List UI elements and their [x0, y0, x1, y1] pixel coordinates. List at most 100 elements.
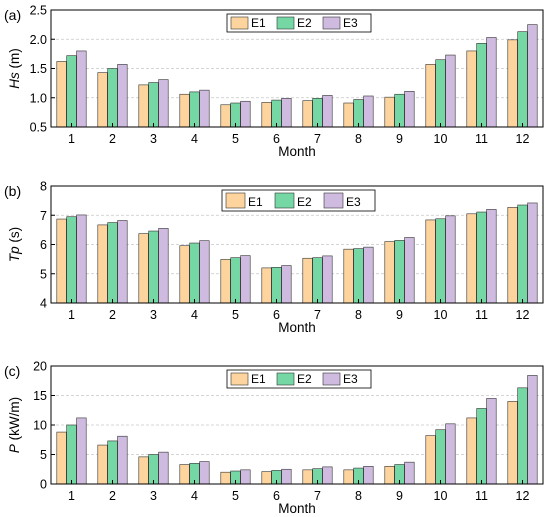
bar-E1-month-5	[220, 259, 231, 304]
x-tick-label: 12	[516, 489, 530, 503]
x-tick-label: 2	[109, 308, 116, 322]
legend-swatch-E1	[225, 192, 246, 209]
x-axis-label: Month	[278, 320, 316, 335]
bar-E3-month-3	[158, 451, 169, 485]
bar-E3-month-3	[158, 228, 169, 304]
bar-E1-month-7	[302, 469, 313, 485]
bar-E2-month-2	[107, 222, 118, 304]
legend-swatch-E2	[276, 372, 295, 386]
legend-swatch-E3	[322, 16, 341, 30]
bar-E2-month-9	[394, 93, 405, 128]
bar-E1-month-12	[507, 207, 518, 304]
y-axis-label: Tp (s)	[7, 227, 22, 262]
x-tick-label: 2	[109, 132, 116, 146]
x-tick-label: 5	[232, 132, 239, 146]
bar-E1-month-6	[261, 102, 272, 128]
x-tick-label: 12	[516, 132, 530, 146]
bar-E2-month-3	[148, 454, 159, 485]
bar-E3-month-7	[322, 255, 333, 304]
bar-E3-month-1	[76, 214, 87, 304]
legend-label-E1: E1	[251, 16, 266, 30]
legend-label-E3: E3	[343, 16, 358, 30]
bar-E3-month-12	[527, 24, 538, 128]
x-tick-label: 8	[355, 132, 362, 146]
x-tick-label: 10	[434, 308, 448, 322]
bar-E2-month-12	[517, 387, 528, 485]
x-tick-label: 7	[314, 132, 321, 146]
bar-E3-month-8	[363, 95, 374, 128]
bar-E3-month-4	[199, 461, 210, 485]
panel-label: (c)	[4, 363, 20, 379]
bar-E2-month-7	[312, 98, 323, 128]
bar-E1-month-4	[179, 245, 190, 304]
x-tick-label: 6	[273, 132, 280, 146]
legend-label-E1: E1	[251, 372, 266, 386]
y-tick-label: 4	[40, 297, 47, 311]
x-tick-label: 5	[232, 489, 239, 503]
bar-E2-month-4	[189, 91, 200, 128]
bar-E2-month-3	[148, 230, 159, 304]
x-tick-label: 3	[150, 308, 157, 322]
bar-E1-month-4	[179, 93, 190, 128]
bar-E3-month-9	[404, 237, 415, 304]
x-axis-label: Month	[278, 144, 316, 159]
bar-E2-month-6	[271, 267, 282, 304]
y-tick-label: 7	[40, 209, 47, 223]
bar-E3-month-10	[445, 215, 456, 304]
bar-E3-month-5	[240, 469, 251, 485]
bar-E1-month-9	[384, 241, 395, 304]
bar-E2-month-1	[66, 55, 77, 128]
x-tick-label: 7	[314, 308, 321, 322]
bar-E3-month-12	[527, 202, 538, 304]
bar-E3-month-7	[322, 466, 333, 485]
bar-E2-month-12	[517, 31, 528, 128]
legend: E1 E2 E3	[226, 369, 372, 389]
y-tick-label: 10	[33, 419, 47, 433]
bar-E1-month-8	[343, 469, 354, 485]
bar-E3-month-3	[158, 79, 169, 128]
bar-E2-month-10	[435, 59, 446, 128]
y-tick-label: 5	[40, 448, 47, 462]
bar-E2-month-10	[435, 218, 446, 304]
bar-E2-month-7	[312, 257, 323, 304]
legend-label-E3: E3	[346, 195, 361, 209]
bar-E2-month-2	[107, 440, 118, 485]
bar-E1-month-5	[220, 104, 231, 128]
legend-label-E2: E2	[297, 16, 312, 30]
x-tick-label: 4	[191, 132, 198, 146]
y-axis-label-symbol: Tp	[7, 246, 22, 262]
bar-E3-month-9	[404, 91, 415, 128]
bar-E3-month-1	[76, 417, 87, 485]
bar-E3-month-4	[199, 89, 210, 128]
bar-E2-month-11	[476, 43, 487, 128]
x-tick-label: 6	[273, 489, 280, 503]
x-tick-label: 11	[475, 308, 488, 322]
x-tick-label: 7	[314, 489, 321, 503]
bar-E1-month-2	[97, 444, 108, 485]
x-tick-label: 1	[68, 132, 75, 146]
x-tick-label: 1	[68, 308, 75, 322]
y-axis-label-symbol: P	[7, 444, 22, 453]
y-axis-label: Hs (m)	[7, 48, 22, 89]
bar-E1-month-3	[138, 84, 149, 128]
bar-E1-month-1	[56, 61, 67, 128]
bar-E1-month-11	[466, 50, 477, 128]
x-tick-label: 10	[434, 132, 448, 146]
y-tick-label: 2.5	[30, 4, 47, 18]
y-tick-label: 0.5	[30, 121, 47, 135]
bar-E3-month-2	[117, 435, 128, 485]
x-tick-label: 8	[355, 308, 362, 322]
legend-swatch-E2	[276, 16, 295, 30]
legend: E1 E2 E3	[226, 13, 372, 33]
y-tick-label: 1.0	[30, 91, 47, 105]
bar-E2-month-6	[271, 99, 282, 128]
bar-E1-month-1	[56, 431, 67, 485]
bar-E1-month-11	[466, 213, 477, 304]
y-tick-label: 20	[33, 360, 47, 374]
x-tick-label: 12	[516, 308, 530, 322]
bar-E3-month-10	[445, 54, 456, 128]
